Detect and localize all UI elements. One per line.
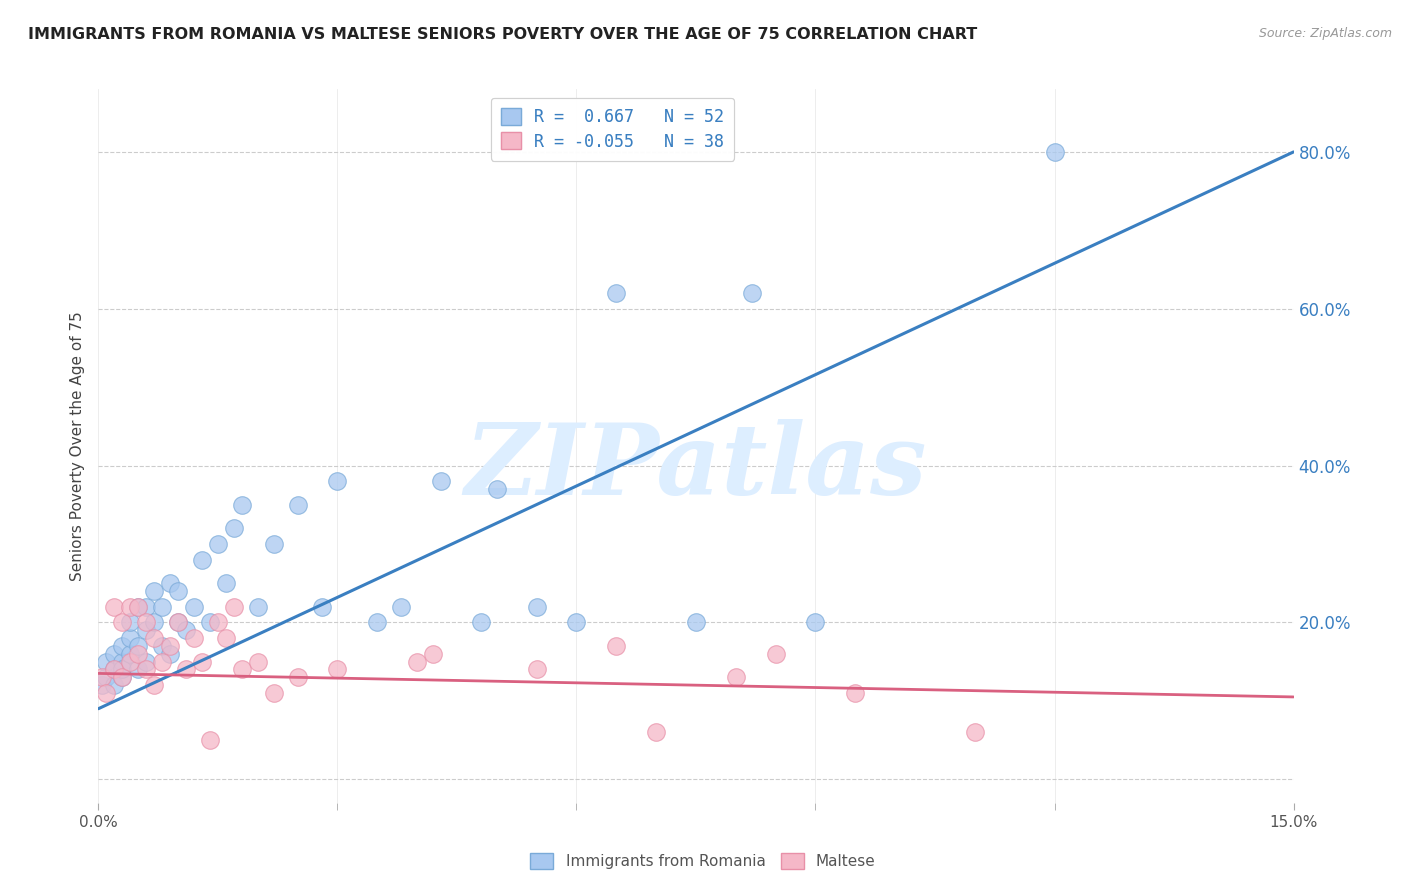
Point	[191, 552, 214, 566]
Point	[143, 584, 166, 599]
Point	[844, 686, 866, 700]
Point	[135, 624, 157, 638]
Point	[111, 655, 134, 669]
Point	[135, 615, 157, 630]
Point	[645, 725, 668, 739]
Legend: R =  0.667   N = 52, R = -0.055   N = 38: R = 0.667 N = 52, R = -0.055 N = 38	[491, 97, 734, 161]
Point	[111, 639, 134, 653]
Point	[526, 599, 548, 614]
Point	[246, 599, 269, 614]
Point	[91, 678, 114, 692]
Point	[1043, 145, 1066, 159]
Legend: Immigrants from Romania, Maltese: Immigrants from Romania, Maltese	[524, 847, 882, 875]
Point	[287, 670, 309, 684]
Point	[724, 670, 747, 684]
Y-axis label: Seniors Poverty Over the Age of 75: Seniors Poverty Over the Age of 75	[70, 311, 86, 581]
Point	[159, 639, 181, 653]
Point	[120, 631, 142, 645]
Point	[326, 475, 349, 489]
Point	[326, 663, 349, 677]
Point	[96, 686, 118, 700]
Point	[103, 647, 125, 661]
Point	[605, 286, 627, 301]
Point	[389, 599, 412, 614]
Point	[91, 670, 114, 684]
Point	[127, 599, 149, 614]
Point	[246, 655, 269, 669]
Point	[198, 733, 221, 747]
Point	[143, 615, 166, 630]
Point	[287, 498, 309, 512]
Point	[207, 537, 229, 551]
Point	[422, 647, 444, 661]
Point	[174, 624, 197, 638]
Point	[231, 498, 253, 512]
Point	[183, 631, 205, 645]
Point	[111, 670, 134, 684]
Point	[135, 599, 157, 614]
Point	[159, 576, 181, 591]
Point	[685, 615, 707, 630]
Point	[215, 576, 238, 591]
Point	[103, 663, 125, 677]
Point	[150, 655, 173, 669]
Point	[103, 663, 125, 677]
Point	[605, 639, 627, 653]
Point	[198, 615, 221, 630]
Point	[135, 655, 157, 669]
Point	[222, 521, 245, 535]
Point	[191, 655, 214, 669]
Point	[311, 599, 333, 614]
Text: IMMIGRANTS FROM ROMANIA VS MALTESE SENIORS POVERTY OVER THE AGE OF 75 CORRELATIO: IMMIGRANTS FROM ROMANIA VS MALTESE SENIO…	[28, 27, 977, 42]
Point	[526, 663, 548, 677]
Point	[222, 599, 245, 614]
Point	[406, 655, 429, 669]
Point	[167, 584, 190, 599]
Point	[120, 647, 142, 661]
Point	[111, 670, 134, 684]
Point	[804, 615, 827, 630]
Point	[135, 663, 157, 677]
Point	[963, 725, 986, 739]
Point	[167, 615, 190, 630]
Point	[263, 537, 285, 551]
Point	[127, 639, 149, 653]
Point	[174, 663, 197, 677]
Point	[150, 639, 173, 653]
Point	[120, 599, 142, 614]
Point	[231, 663, 253, 677]
Point	[103, 678, 125, 692]
Point	[485, 482, 508, 496]
Point	[120, 655, 142, 669]
Point	[741, 286, 763, 301]
Text: Source: ZipAtlas.com: Source: ZipAtlas.com	[1258, 27, 1392, 40]
Point	[143, 631, 166, 645]
Point	[167, 615, 190, 630]
Text: ZIPatlas: ZIPatlas	[465, 419, 927, 516]
Point	[127, 647, 149, 661]
Point	[430, 475, 453, 489]
Point	[96, 655, 118, 669]
Point	[215, 631, 238, 645]
Point	[183, 599, 205, 614]
Point	[103, 599, 125, 614]
Point	[111, 663, 134, 677]
Point	[565, 615, 588, 630]
Point	[765, 647, 787, 661]
Point	[159, 647, 181, 661]
Point	[143, 678, 166, 692]
Point	[366, 615, 388, 630]
Point	[96, 670, 118, 684]
Point	[127, 599, 149, 614]
Point	[470, 615, 492, 630]
Point	[207, 615, 229, 630]
Point	[127, 663, 149, 677]
Point	[111, 615, 134, 630]
Point	[150, 599, 173, 614]
Point	[120, 615, 142, 630]
Point	[263, 686, 285, 700]
